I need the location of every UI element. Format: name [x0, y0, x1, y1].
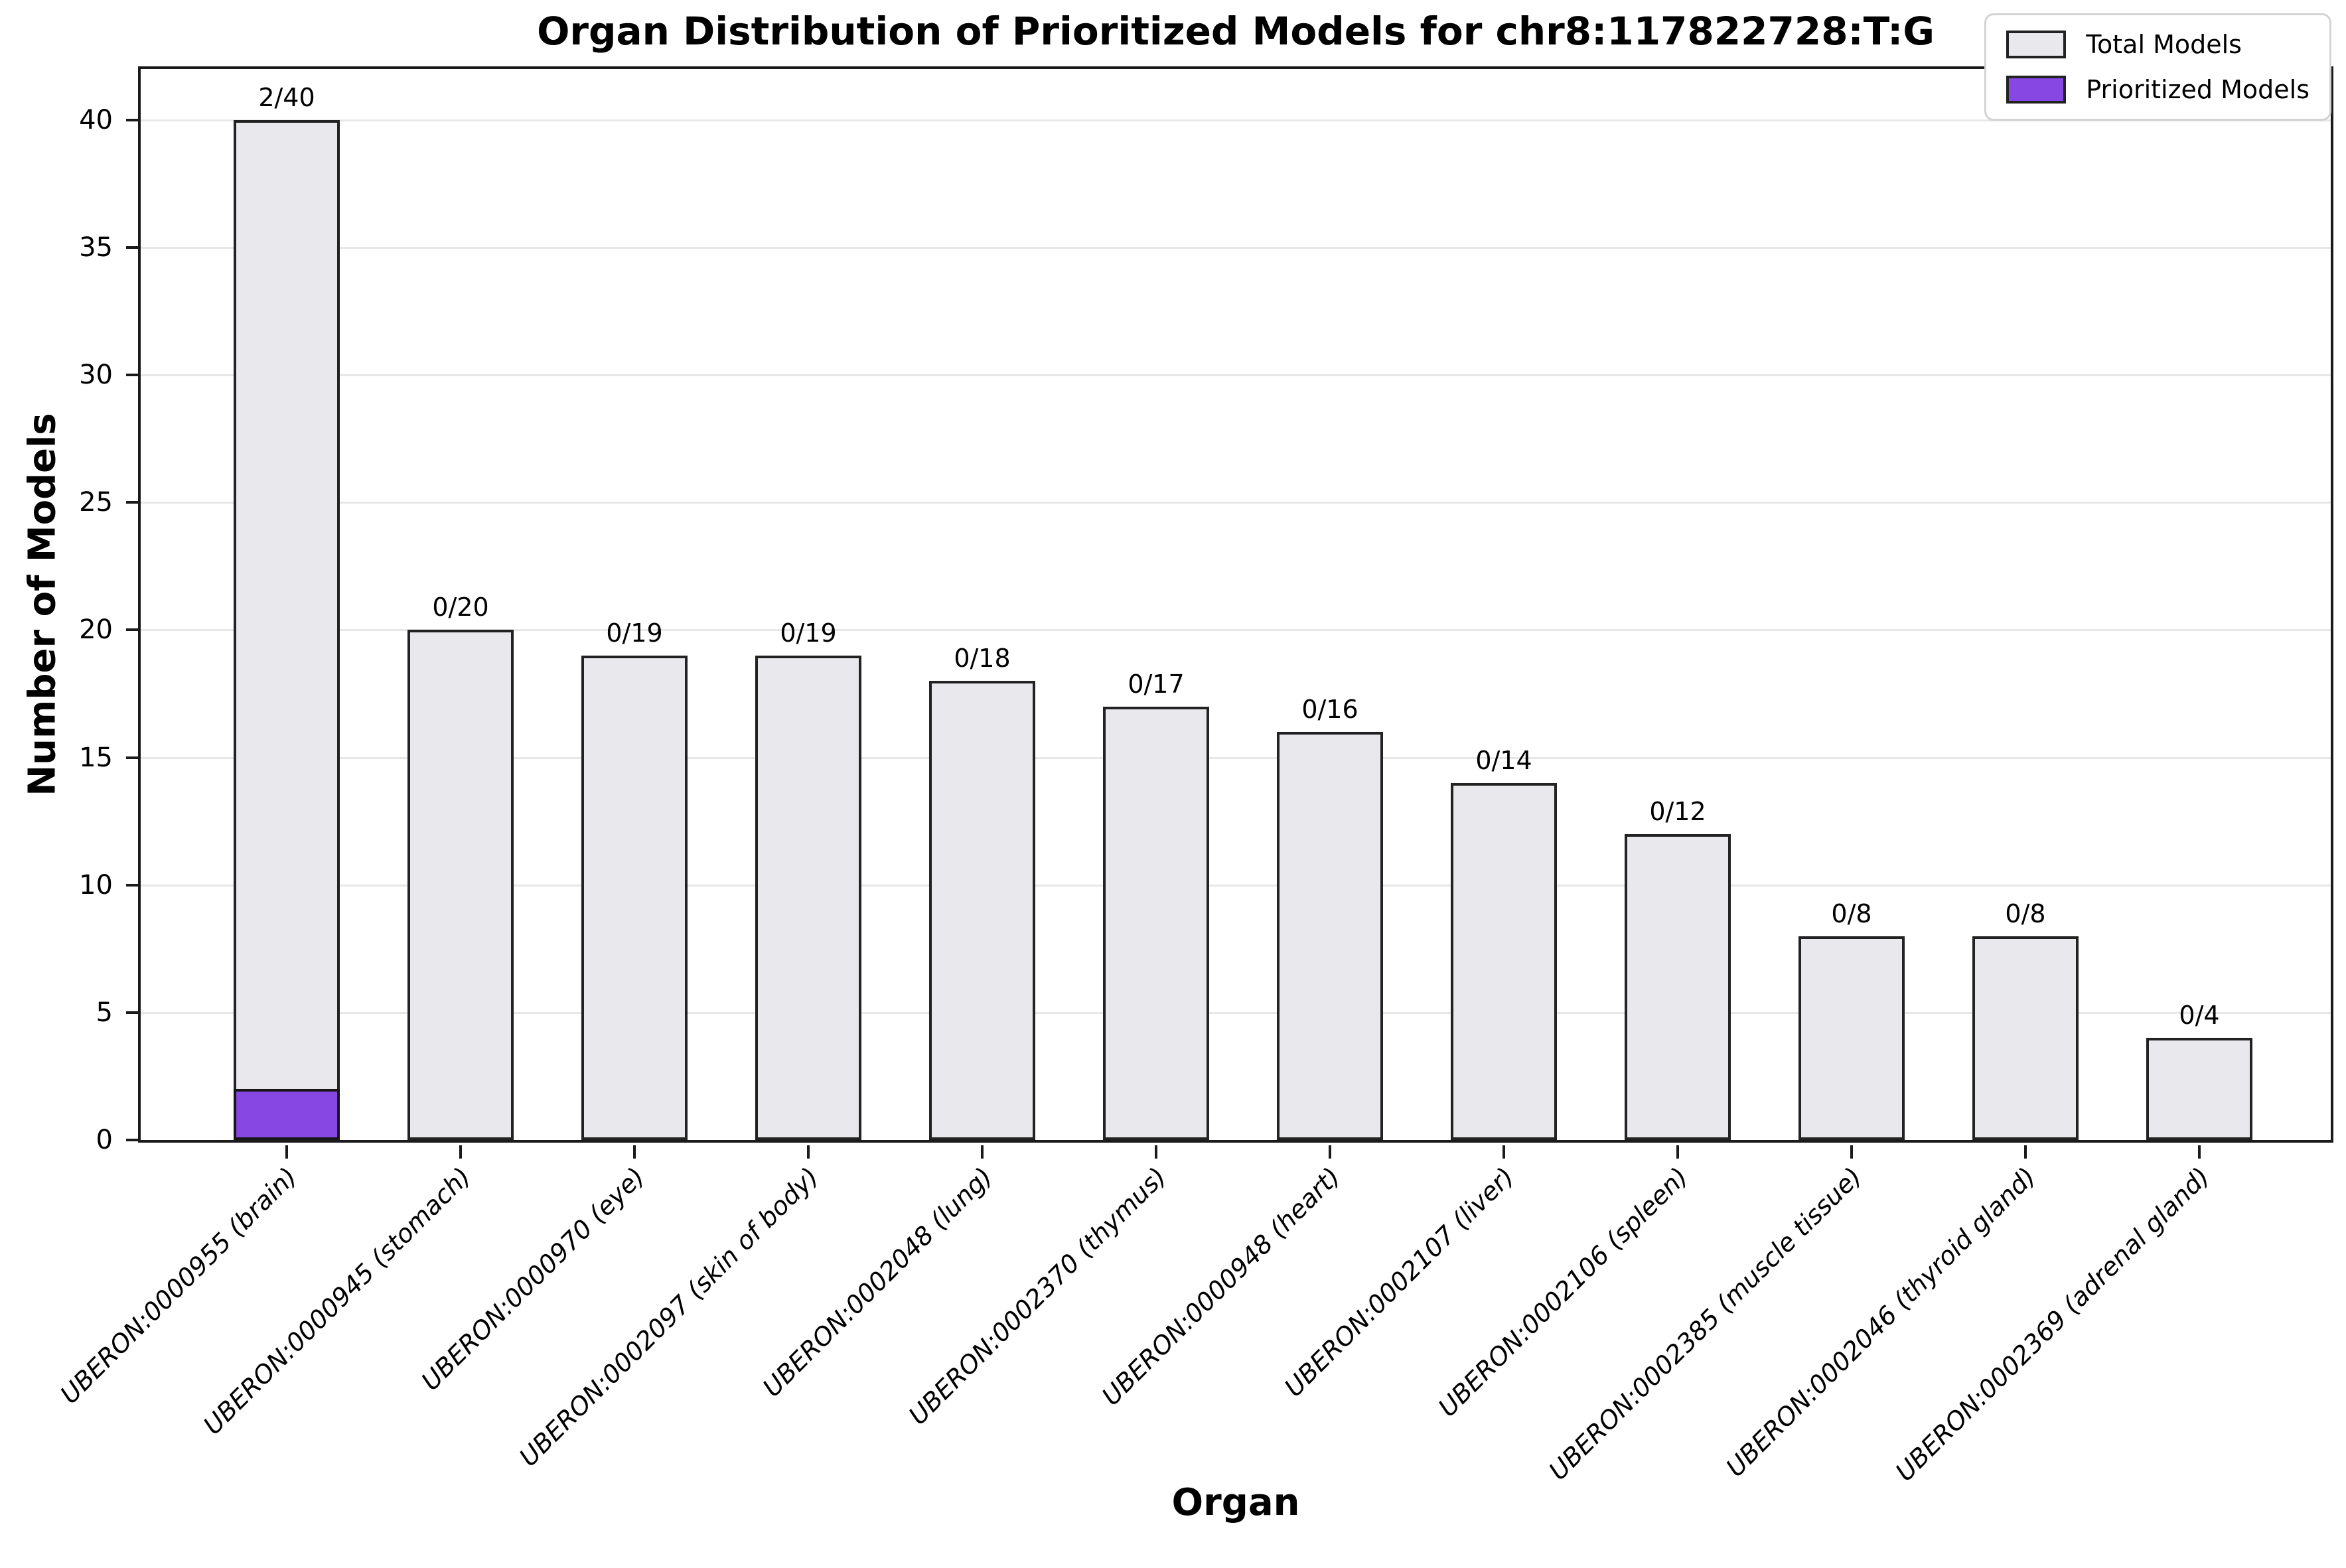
legend-swatch-prioritized-models	[2006, 76, 2067, 104]
bar-annotation: 0/19	[780, 618, 837, 648]
bar-prioritized	[234, 1089, 340, 1140]
legend-swatch-total-models	[2006, 31, 2067, 58]
bar-total	[929, 681, 1035, 1140]
x-tick-mark	[1850, 1145, 1853, 1159]
grid-line	[141, 247, 2331, 249]
bar-annotation: 0/16	[1301, 695, 1358, 725]
grid-line	[141, 374, 2331, 377]
y-tick-label: 15	[79, 742, 113, 773]
y-tick-label: 0	[96, 1125, 113, 1155]
y-tick-mark	[126, 628, 138, 632]
bar-annotation: 0/4	[2179, 1001, 2220, 1031]
x-tick-label: UBERON:0002046 (thyroid gland)	[1720, 1161, 2041, 1483]
y-tick-label: 10	[79, 869, 113, 900]
bar-annotation: 0/20	[432, 593, 489, 622]
x-tick-mark	[2198, 1145, 2201, 1159]
bar-total	[1625, 833, 1731, 1140]
bar-total	[2146, 1038, 2252, 1140]
x-tick-mark	[1329, 1145, 1331, 1159]
y-tick-mark	[126, 1011, 138, 1014]
x-tick-mark	[459, 1145, 462, 1159]
y-tick-mark	[126, 118, 138, 121]
bar-annotation: 0/17	[1128, 669, 1185, 699]
bar-total	[1277, 732, 1383, 1140]
x-tick-mark	[1503, 1145, 1505, 1159]
x-tick-mark	[807, 1145, 810, 1159]
bar-total	[1798, 936, 1905, 1140]
x-tick-label: UBERON:0002369 (adrenal gland)	[1889, 1161, 2215, 1487]
bar-total	[755, 655, 861, 1140]
x-tick-mark	[981, 1145, 984, 1159]
bar-total	[1103, 706, 1209, 1140]
y-tick-label: 40	[79, 104, 113, 135]
bar-total	[1972, 936, 2079, 1140]
bar-annotation: 0/19	[606, 618, 663, 648]
legend: Total Models Prioritized Models	[1984, 13, 2331, 121]
bar-annotation: 0/8	[2005, 898, 2046, 928]
y-tick-label: 30	[79, 360, 113, 391]
x-tick-label: UBERON:0002385 (muscle tissue)	[1543, 1161, 1868, 1486]
y-tick-mark	[126, 1139, 138, 1141]
grid-line	[141, 119, 2331, 121]
bar-annotation: 0/18	[954, 644, 1011, 674]
y-tick-label: 35	[79, 232, 113, 263]
y-tick-mark	[126, 756, 138, 759]
y-tick-mark	[126, 374, 138, 377]
bar-annotation: 2/40	[258, 82, 315, 112]
legend-item: Prioritized Models	[2006, 75, 2309, 104]
y-tick-mark	[126, 246, 138, 249]
legend-label: Total Models	[2086, 30, 2242, 59]
plot-area: 0 5 10 15 20 25 30 35 40 2/40 UBERON:0000955 (brai…	[54, 66, 2333, 1487]
grid-line	[141, 629, 2331, 632]
bar-total	[581, 655, 688, 1140]
x-tick-mark	[2024, 1145, 2027, 1159]
y-axis-label: Number of Models	[21, 413, 64, 796]
x-tick-mark	[1676, 1145, 1679, 1159]
x-tick-mark	[1155, 1145, 1157, 1159]
y-tick-mark	[126, 501, 138, 504]
x-axis-label: Organ	[1171, 1481, 1300, 1524]
grid-line	[141, 884, 2331, 887]
legend-item: Total Models	[2006, 30, 2309, 59]
grid-line	[141, 756, 2331, 759]
y-tick-label: 20	[79, 614, 113, 646]
legend-label: Prioritized Models	[2086, 75, 2309, 104]
grid-line	[141, 502, 2331, 504]
bar-total	[1451, 783, 1557, 1140]
y-tick-label: 25	[79, 487, 113, 518]
bar-annotation: 0/14	[1475, 746, 1532, 775]
y-tick-mark	[126, 883, 138, 887]
bar-annotation: 0/8	[1831, 898, 1872, 928]
chart-title: Organ Distribution of Prioritized Models…	[537, 9, 1935, 54]
bar-total	[234, 119, 340, 1140]
bar-annotation: 0/12	[1649, 796, 1706, 826]
grid-line	[141, 1011, 2331, 1014]
x-tick-label: UBERON:0002097 (skin of body)	[513, 1161, 824, 1472]
x-tick-mark	[633, 1145, 636, 1159]
bar-total	[407, 630, 514, 1140]
y-tick-label: 5	[96, 997, 113, 1028]
x-tick-mark	[285, 1145, 288, 1159]
